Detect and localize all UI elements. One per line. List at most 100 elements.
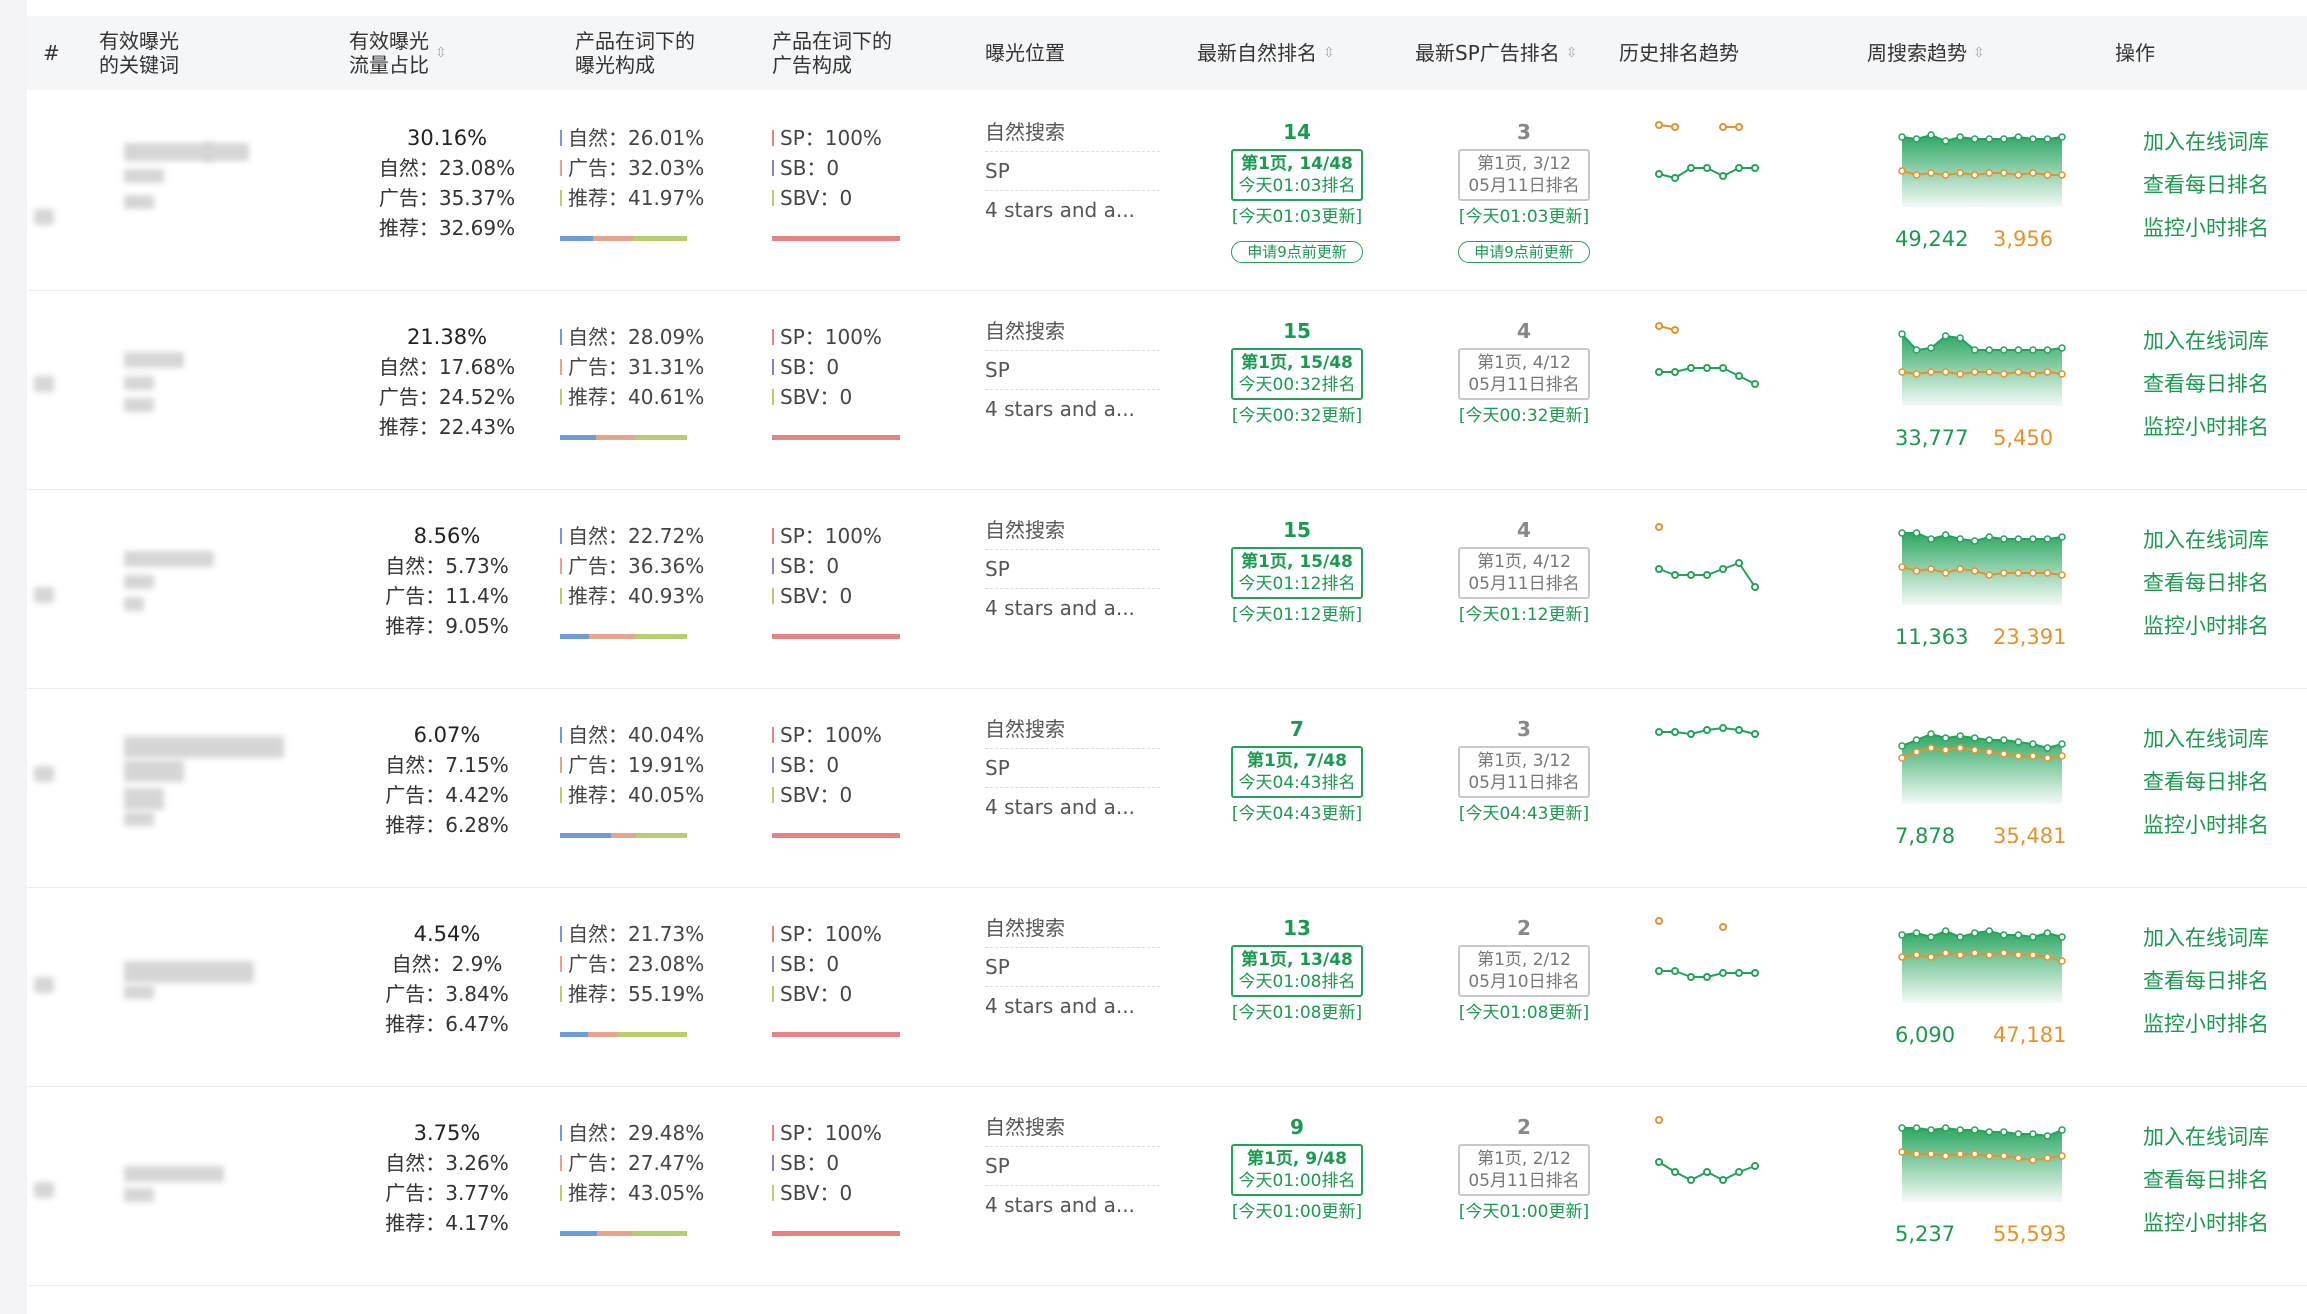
exposure-bar <box>560 1032 687 1037</box>
weekly-trend-chart <box>1898 131 2066 207</box>
traffic-share-cell: 6.07% 自然：7.15% 广告：4.42% 推荐：6.28% <box>347 720 547 840</box>
keyword-blurred <box>124 760 184 782</box>
view-daily-rank-link[interactable]: 查看每日排名 <box>2143 173 2269 197</box>
weekly-orange-point <box>1898 953 1906 961</box>
history-orange-point <box>1719 923 1727 931</box>
col-natural-rank[interactable]: 最新自然排名 ⇳ <box>1197 16 1335 90</box>
monitor-hourly-rank-link[interactable]: 监控小时排名 <box>2143 614 2269 638</box>
history-green-point <box>1703 726 1711 734</box>
exposure-composition: 自然：28.09% 广告：31.31% 推荐：40.61% <box>560 322 704 412</box>
history-green-point <box>1703 1168 1711 1176</box>
weekly-orange-point <box>1956 169 1964 177</box>
exposure-item: 广告：31.31% <box>560 352 704 382</box>
table-header: # 有效曝光 的关键词 有效曝光 流量占比 ⇳ 产品在词下的 曝光构成 产品在词下… <box>27 16 2307 90</box>
table-row: 30.16% 自然：23.08% 广告：35.37% 推荐：32.69% 自然：26.0… <box>27 91 2307 291</box>
weekly-green-point <box>2000 1128 2008 1136</box>
weekly-orange-point <box>2014 569 2023 577</box>
exposure-item: 自然：26.01% <box>560 123 704 153</box>
keyword-blurred <box>124 1166 224 1182</box>
keyword-blurred <box>124 575 154 589</box>
sort-icon[interactable]: ⇳ <box>1323 45 1335 61</box>
sp-rank-number: 2 <box>1517 1115 1531 1139</box>
sort-icon[interactable]: ⇳ <box>1565 45 1578 61</box>
weekly-green-point <box>2058 533 2066 541</box>
legend-tick <box>772 787 774 803</box>
history-green-point <box>1735 726 1743 734</box>
weekly-orange-point <box>2058 752 2066 760</box>
ad-value: SP：100% <box>780 723 882 747</box>
table-row: 21.38% 自然：17.68% 广告：24.52% 推荐：22.43% 自然：28.0… <box>27 290 2307 490</box>
exposure-bar-segment <box>632 1231 687 1236</box>
add-to-wordbank-link[interactable]: 加入在线词库 <box>2143 329 2269 353</box>
weekly-green-point <box>1941 1124 1950 1132</box>
traffic-natural: 自然：5.73% <box>385 554 509 578</box>
weekly-green-point <box>1941 734 1950 742</box>
weekly-green-point <box>1985 533 1994 541</box>
traffic-recommend: 推荐：22.43% <box>378 415 516 439</box>
weekly-green-point <box>1956 535 1964 543</box>
monitor-hourly-rank-link[interactable]: 监控小时排名 <box>2143 813 2269 837</box>
monitor-hourly-rank-link[interactable]: 监控小时排名 <box>2143 216 2269 240</box>
sp-rank-box: 第1页, 4/12 05月11日排名 <box>1458 348 1590 400</box>
weekly-green-point <box>1941 332 1950 340</box>
history-trend-chart <box>1655 322 1759 388</box>
monitor-hourly-rank-link[interactable]: 监控小时排名 <box>2143 1211 2269 1235</box>
weekly-green-point <box>2014 931 2023 939</box>
traffic-total: 8.56% <box>413 524 481 548</box>
add-to-wordbank-link[interactable]: 加入在线词库 <box>2143 528 2269 552</box>
operations-cell: 加入在线词库 查看每日排名 监控小时排名 <box>2143 1116 2269 1245</box>
col-weekly-label: 周搜索趋势 <box>1867 41 1967 65</box>
ad-bar <box>772 236 900 241</box>
weekly-orange-point <box>2043 953 2052 961</box>
ad-item: SB：0 <box>772 551 882 581</box>
monitor-hourly-rank-link[interactable]: 监控小时排名 <box>2143 1012 2269 1036</box>
col-sp-rank[interactable]: 最新SP广告排名 ⇳ <box>1415 16 1578 90</box>
history-green-point <box>1655 1158 1663 1166</box>
weekly-orange-point <box>2058 1152 2066 1160</box>
operations-cell: 加入在线词库 查看每日排名 监控小时排名 <box>2143 917 2269 1046</box>
col-weekly[interactable]: 周搜索趋势 ⇳ <box>1867 16 1985 90</box>
exposure-position: 自然搜索 SP 4 stars and a... <box>985 113 1160 229</box>
exposure-item: 自然：29.48% <box>560 1118 704 1148</box>
add-to-wordbank-link[interactable]: 加入在线词库 <box>2143 1125 2269 1149</box>
traffic-natural: 自然：7.15% <box>385 753 509 777</box>
add-to-wordbank-link[interactable]: 加入在线词库 <box>2143 727 2269 751</box>
monitor-hourly-rank-link[interactable]: 监控小时排名 <box>2143 415 2269 439</box>
weekly-orange-point <box>1941 171 1950 179</box>
weekly-search-volume: 5,237 <box>1895 1222 1956 1246</box>
ad-item: SP：100% <box>772 1118 882 1148</box>
request-update-button[interactable]: 申请9点前更新 <box>1458 241 1590 263</box>
weekly-green-point <box>1956 334 1964 342</box>
weekly-green-point <box>1898 529 1906 537</box>
ad-value: SB：0 <box>780 952 840 976</box>
weekly-green-area <box>1902 1128 2062 1202</box>
add-to-wordbank-link[interactable]: 加入在线词库 <box>2143 926 2269 950</box>
request-update-button[interactable]: 申请9点前更新 <box>1231 241 1363 263</box>
weekly-green-point <box>1898 742 1906 750</box>
add-to-wordbank-link[interactable]: 加入在线词库 <box>2143 130 2269 154</box>
weekly-green-point <box>1912 736 1921 744</box>
sp-rank-cell: 3 第1页, 3/12 05月11日排名 [今天04:43更新] <box>1439 716 1609 828</box>
ad-item: SBV：0 <box>772 382 882 412</box>
weekly-trend-chart <box>1898 730 2066 804</box>
weekly-orange-point <box>1985 368 1994 376</box>
sort-icon[interactable]: ⇳ <box>1973 45 1985 61</box>
view-daily-rank-link[interactable]: 查看每日排名 <box>2143 372 2269 396</box>
history-trend-chart <box>1655 724 1759 738</box>
history-green-point <box>1655 170 1663 178</box>
view-daily-rank-link[interactable]: 查看每日排名 <box>2143 969 2269 993</box>
view-daily-rank-link[interactable]: 查看每日排名 <box>2143 1168 2269 1192</box>
weekly-green-point <box>1985 927 1994 935</box>
weekly-orange-point <box>1970 1150 1979 1158</box>
view-daily-rank-link[interactable]: 查看每日排名 <box>2143 770 2269 794</box>
view-daily-rank-link[interactable]: 查看每日排名 <box>2143 571 2269 595</box>
weekly-orange-point <box>2058 571 2066 579</box>
weekly-orange-point <box>1898 754 1906 762</box>
sp-rank-box: 第1页, 4/12 05月11日排名 <box>1458 547 1590 599</box>
col-traffic-share[interactable]: 有效曝光 流量占比 ⇳ <box>349 16 447 90</box>
weekly-green-point <box>2043 346 2052 354</box>
weekly-green-point <box>2043 1132 2052 1140</box>
sort-icon[interactable]: ⇳ <box>435 45 447 61</box>
sp-rank-time: 05月11日排名 <box>1468 1171 1580 1191</box>
weekly-orange-point <box>1941 368 1950 376</box>
